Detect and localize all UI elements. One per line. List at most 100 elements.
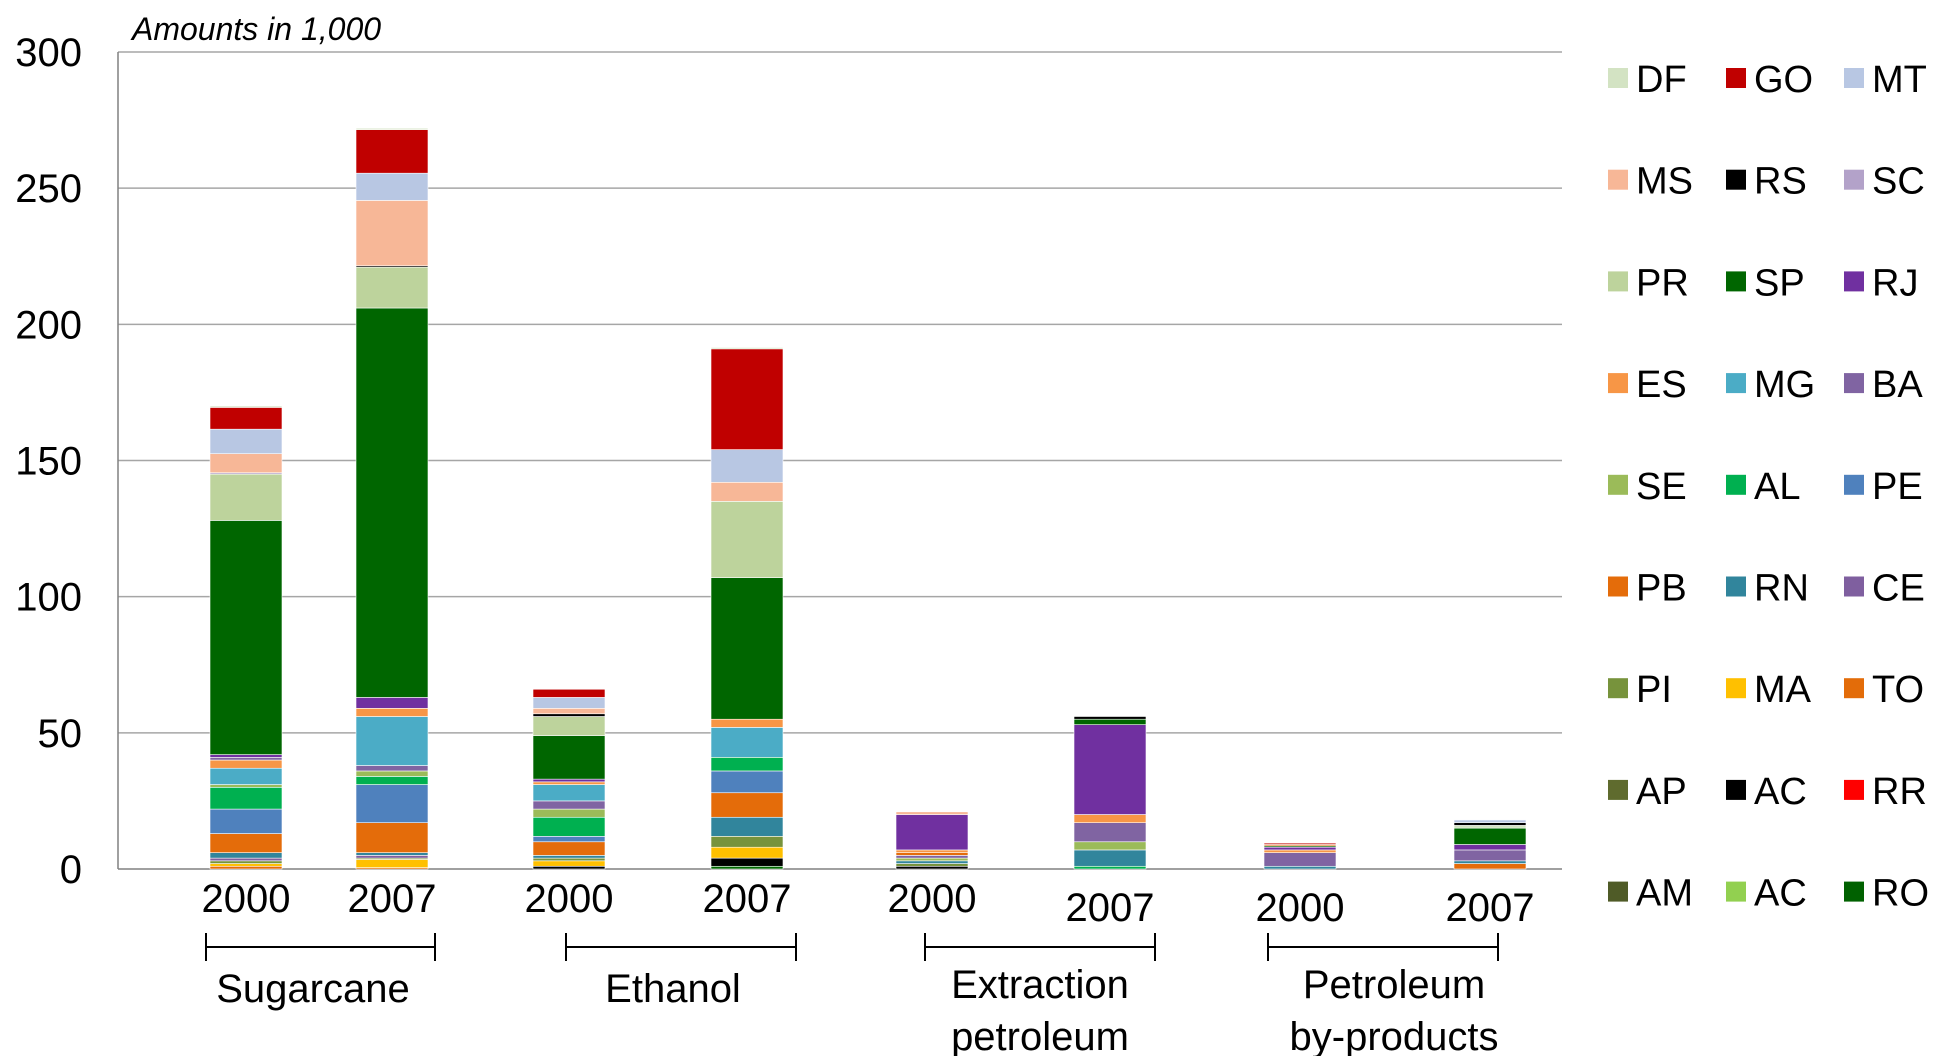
x-axis: 2000 2007 2000 2007 2000 2007 2000 2007 Sugarcan… [202, 877, 1535, 1056]
legend-item-ce: CE [1844, 568, 1925, 610]
bar-segment-se [355, 770, 429, 777]
bar-segment-ba [1453, 849, 1527, 862]
y-tick-label: 250 [15, 167, 82, 211]
bar-segment-pb [532, 841, 606, 856]
bar-segment-pr [710, 501, 784, 578]
bar-segment-pb [209, 833, 283, 853]
bar-segment-df [355, 127, 429, 130]
bar-segment-pi [710, 836, 784, 848]
group-label: Ethanol [605, 967, 741, 1011]
legend-item-sp: SP [1726, 262, 1805, 304]
bar-segment-mt [710, 449, 784, 483]
legend-label: TO [1872, 669, 1924, 711]
group-label: petroleum [951, 1015, 1129, 1056]
bar-segment-rj [532, 778, 606, 783]
bar-segment-mt [209, 428, 283, 454]
legend-swatch [1726, 881, 1746, 902]
legend-item-ac: AC [1726, 771, 1807, 813]
bar-segment-ma [355, 859, 429, 868]
bar-segment-ba [532, 800, 606, 810]
legend-label: RN [1754, 568, 1809, 610]
bar-segment-mg [532, 784, 606, 802]
legend-item-go: GO [1726, 59, 1813, 101]
legend-label: MA [1754, 669, 1812, 711]
bar-segment-go [710, 348, 784, 450]
bar-segment-pr [209, 473, 283, 521]
legend-label: AC [1754, 771, 1807, 813]
x-tick-label: 2000 [202, 877, 291, 921]
legend-item-sc: SC [1844, 161, 1925, 203]
bar-segment-rs [895, 865, 969, 870]
bar-segment-rn [895, 860, 969, 864]
legend-label: RR [1872, 771, 1927, 813]
legend-label: AL [1754, 466, 1800, 508]
bar-segment-pe [209, 808, 283, 834]
bar-segment-pi [895, 863, 969, 867]
legend-label: CE [1872, 568, 1925, 610]
bar-segment-pb [895, 852, 969, 856]
legend-item-mg: MG [1726, 364, 1815, 406]
bar-segment-pb [355, 822, 429, 853]
group-bracket: Ethanol [565, 933, 797, 1011]
legend-label: MT [1872, 59, 1927, 101]
group-label: Sugarcane [216, 967, 409, 1011]
bar-segment-pb [1453, 863, 1527, 870]
group-label: by-products [1290, 1015, 1499, 1056]
bar-segment-mt [532, 697, 606, 709]
bar-segment-rj [895, 814, 969, 851]
bar-segment-rn [532, 855, 606, 859]
bar-segment-se [895, 857, 969, 862]
legend-label: GO [1754, 59, 1813, 101]
bar-segment-al [710, 757, 784, 772]
legend-swatch [1608, 271, 1628, 292]
bar-segment-pi [532, 857, 606, 862]
bar-segment-df [1453, 825, 1527, 829]
legend-label: ES [1636, 364, 1687, 406]
bar-segment-sp [532, 735, 606, 780]
bar-segment-sp [209, 520, 283, 755]
bar-segment-pr [532, 716, 606, 736]
x-tick-label: 2000 [525, 877, 614, 921]
legend-swatch [1726, 271, 1746, 292]
legend-item-ac: AC [1726, 873, 1807, 915]
y-tick-label: 150 [15, 440, 82, 484]
bar-segment-se [532, 808, 606, 818]
legend-label: SC [1872, 161, 1925, 203]
bar-segment-mt [1453, 819, 1527, 824]
bar-stack [895, 811, 969, 870]
bar-segment-ms [532, 708, 606, 715]
bars [209, 127, 1527, 870]
bar-segment-ba [895, 855, 969, 859]
y-tick-label: 0 [60, 848, 82, 892]
bar-segment-mg [209, 767, 283, 785]
bar-segment-rn [355, 852, 429, 856]
legend-item-rr: RR [1844, 771, 1927, 813]
unit-note: Amounts in 1,000 [130, 11, 381, 47]
bar-segment-es [710, 718, 784, 728]
bar-segment-es [1263, 849, 1337, 853]
legend-item-pb: PB [1608, 568, 1687, 610]
bar-segment-df [209, 405, 283, 408]
bar-segment-es [1073, 814, 1147, 824]
legend-item-to: TO [1844, 669, 1924, 711]
bar-segment-rn [1453, 860, 1527, 864]
legend-swatch [1844, 373, 1864, 394]
bar-segment-rj [1263, 846, 1337, 851]
bar-segment-df [710, 347, 784, 350]
group-bracket: Extraction petroleum [924, 933, 1156, 1056]
legend-swatch [1608, 373, 1628, 394]
bar-segment-ms [209, 453, 283, 474]
legend-label: DF [1636, 59, 1687, 101]
bar-segment-sp [1453, 827, 1527, 845]
bar-segment-to [209, 865, 283, 870]
legend-item-df: DF [1608, 59, 1687, 101]
legend-item-ba: BA [1844, 364, 1923, 406]
y-axis-ticks: 0 50 100 150 200 250 300 [15, 31, 82, 892]
legend-swatch [1844, 169, 1864, 190]
legend-swatch [1726, 576, 1746, 597]
bar-segment-ba [1263, 852, 1337, 867]
bar-stack [355, 127, 429, 870]
bar-segment-sp [710, 577, 784, 720]
bar-segment-ba [209, 757, 283, 761]
